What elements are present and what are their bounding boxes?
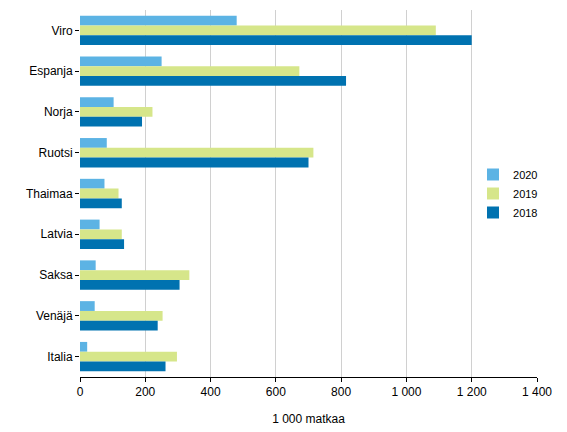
svg-text:Saksa: Saksa — [39, 268, 73, 282]
svg-text:Venäjä: Venäjä — [36, 309, 73, 323]
svg-text:200: 200 — [135, 385, 155, 399]
svg-text:Ruotsi: Ruotsi — [39, 146, 73, 160]
svg-text:2018: 2018 — [513, 207, 537, 219]
svg-text:1 200: 1 200 — [457, 385, 487, 399]
svg-text:400: 400 — [201, 385, 221, 399]
svg-text:Thaimaa: Thaimaa — [26, 187, 73, 201]
svg-text:Viro: Viro — [51, 24, 72, 38]
svg-text:800: 800 — [331, 385, 351, 399]
svg-text:Norja: Norja — [44, 105, 73, 119]
svg-text:Espanja: Espanja — [29, 64, 73, 78]
svg-text:1 000 matkaa: 1 000 matkaa — [272, 412, 345, 426]
svg-text:1 400: 1 400 — [522, 385, 552, 399]
svg-text:600: 600 — [266, 385, 286, 399]
svg-text:1 000: 1 000 — [391, 385, 421, 399]
svg-text:Italia: Italia — [47, 350, 73, 364]
svg-text:0: 0 — [77, 385, 84, 399]
svg-text:2020: 2020 — [513, 169, 537, 181]
svg-text:Latvia: Latvia — [41, 227, 73, 241]
svg-text:2019: 2019 — [513, 188, 537, 200]
